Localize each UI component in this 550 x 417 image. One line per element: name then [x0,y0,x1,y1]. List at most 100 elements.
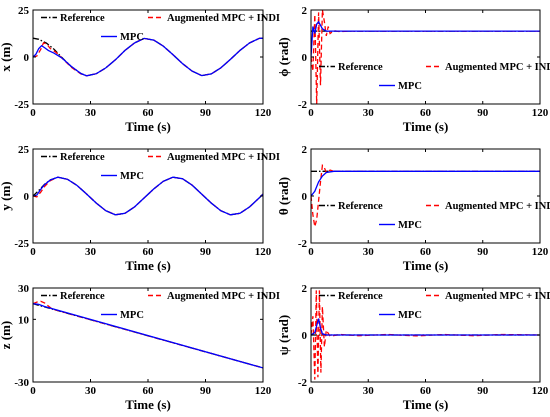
y-tick-label: 2 [302,5,308,17]
plot-frame [310,148,541,244]
x-tick-label: 0 [308,107,314,119]
y-tick-label: 0 [302,330,308,342]
y-tick-label: 0 [302,191,308,203]
series-line-augmented [33,37,263,77]
x-tick-label: 120 [255,107,272,119]
y-tick-label: 25 [18,144,30,156]
x-tick-label: 90 [477,385,489,397]
x-axis-label: Time (s) [403,119,449,134]
x-tick-label: 90 [477,246,489,258]
legend-label: Augmented MPC + INDI [445,291,550,302]
x-tick-label: 60 [143,246,155,258]
legend: Reference Augmented MPC + INDI MPC [41,291,280,321]
x-tick-label: 60 [420,385,432,397]
x-axis-label: Time (s) [125,397,171,412]
series-line-augmented [33,176,263,216]
x-tick-label: 120 [532,246,549,258]
series-line-mpc [33,176,263,216]
x-tick-label: 120 [255,385,272,397]
y-tick-label: -2 [298,377,308,389]
legend-label: Augmented MPC + INDI [167,291,280,302]
legend-label: Reference [60,13,105,24]
x-tick-label: 30 [85,385,97,397]
y-tick-label: -30 [14,377,29,389]
legend-label: Reference [60,152,105,163]
plot-frame [32,9,264,105]
series-line-augmented [311,163,540,227]
x-tick-label: 90 [200,107,212,119]
x-tick-label: 0 [308,385,314,397]
x-tick-label: 60 [143,107,155,119]
x-tick-label: 30 [363,246,375,258]
series-line-mpc [311,170,540,197]
series-line-augmented [311,290,540,380]
series-line-mpc [311,20,540,58]
legend: Reference Augmented MPC + INDI MPC [41,13,280,43]
y-axis-label: ψ (rad) [276,315,291,355]
y-tick-label: -2 [298,99,308,111]
y-tick-label: -25 [14,99,29,111]
y-tick-label: 2 [302,283,308,295]
legend-label: Reference [60,291,105,302]
x-tick-label: 120 [255,246,272,258]
y-tick-label: 10 [18,314,30,326]
y-tick-label: 30 [18,283,30,295]
legend-label: Augmented MPC + INDI [445,201,550,212]
legend-label: MPC [120,32,144,43]
x-tick-label: 0 [308,246,314,258]
x-tick-label: 0 [30,246,36,258]
x-tick-label: 120 [532,107,549,119]
x-tick-label: 0 [30,385,36,397]
y-tick-label: 0 [24,191,30,203]
x-tick-label: 90 [200,246,212,258]
legend: Reference Augmented MPC + INDI MPC [319,201,550,231]
x-tick-label: 30 [85,107,97,119]
legend-label: Reference [338,201,383,212]
legend: Reference Augmented MPC + INDI MPC [319,62,550,92]
series-line-augmented [33,300,263,369]
series-line-mpc [33,37,263,77]
series-line-augmented [311,10,540,104]
legend-label: MPC [120,310,144,321]
series-line-reference [33,176,263,216]
plot-frame [310,9,541,105]
x-tick-label: 60 [420,246,432,258]
x-tick-label: 60 [420,107,432,119]
legend-label: MPC [398,81,422,92]
x-axis-label: Time (s) [403,258,449,273]
y-axis-label: θ (rad) [276,177,291,215]
y-tick-label: -2 [298,238,308,250]
x-axis-label: Time (s) [125,258,171,273]
x-tick-label: 60 [143,385,155,397]
x-tick-label: 0 [30,107,36,119]
y-tick-label: 0 [302,52,308,64]
legend-label: Reference [338,62,383,73]
legend: Reference Augmented MPC + INDI MPC [319,291,550,321]
legend-label: Augmented MPC + INDI [167,13,280,24]
y-axis-label: ϕ (rad) [276,37,291,77]
y-axis-label: x (m) [0,42,13,71]
x-axis-label: Time (s) [403,397,449,412]
y-tick-label: 0 [24,52,30,64]
y-tick-label: 25 [18,5,30,17]
panel-z: 0 30 60 90 120 -30 10 30 Time (s) z (m) Reference A… [0,283,280,412]
x-tick-label: 90 [200,385,212,397]
legend-label: MPC [398,220,422,231]
legend-label: MPC [398,310,422,321]
x-tick-label: 90 [477,107,489,119]
x-tick-label: 30 [363,385,375,397]
y-axis-label: y (m) [0,181,13,210]
y-tick-label: -25 [14,238,29,250]
x-tick-label: 30 [363,107,375,119]
x-axis-label: Time (s) [125,119,171,134]
series-line-reference [33,37,263,77]
legend-label: Augmented MPC + INDI [167,152,280,163]
y-tick-label: 2 [302,144,308,156]
series-line-mpc [311,318,540,336]
legend-label: Augmented MPC + INDI [445,62,550,73]
y-axis-label: z (m) [0,321,13,350]
